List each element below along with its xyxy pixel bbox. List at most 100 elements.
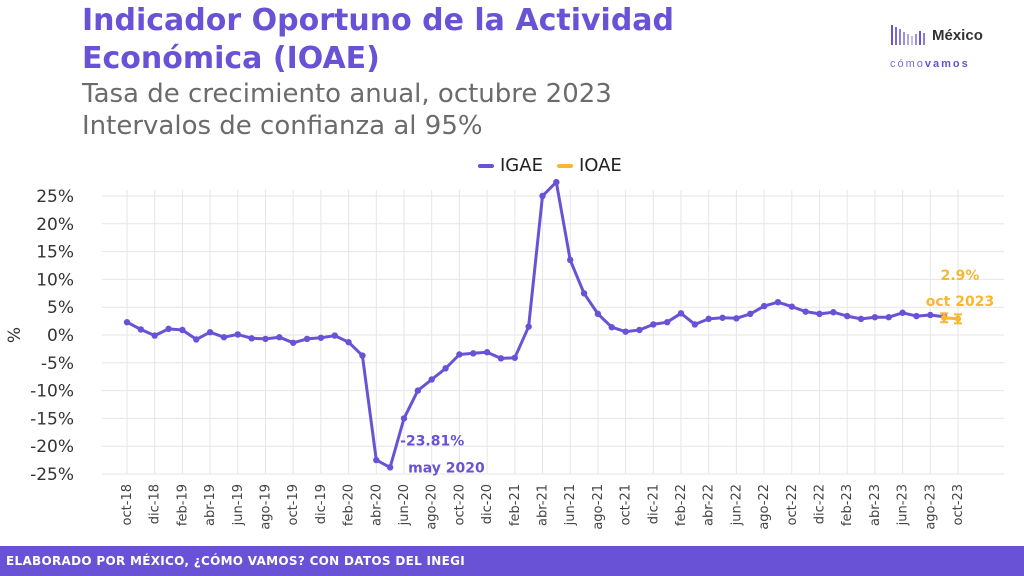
igae-point [511, 354, 518, 361]
x-tick-label: ago-19 [259, 484, 274, 530]
logo-word-mexico: México [932, 27, 983, 44]
igae-point [317, 334, 325, 341]
x-tick-label: oct-21 [619, 484, 634, 525]
x-tick-label: dic-20 [480, 484, 495, 524]
igae-point [359, 352, 366, 359]
mexico-como-vamos-logo: México cómovamos [890, 22, 1000, 82]
annotation-ioae-value: 2.9% [941, 268, 980, 284]
igae-point [248, 335, 255, 342]
legend-swatch-ioae [556, 163, 573, 168]
igae-point [290, 339, 297, 346]
igae-point [193, 336, 200, 343]
igae-point [608, 324, 615, 331]
igae-point [802, 308, 809, 315]
y-axis-label: % [5, 327, 25, 343]
igae-point [262, 335, 269, 343]
igae-point [830, 309, 837, 316]
x-tick-label: feb-19 [175, 484, 190, 526]
x-tick-label: dic-22 [813, 484, 828, 524]
line-chart: 25% 20% 15% 10% 5% 0% -5% -10% -15% -20% -25% oct-1… [5, 178, 1004, 530]
igae-point [386, 464, 394, 471]
igae-point [206, 329, 214, 336]
igae-point [525, 323, 532, 330]
x-tick-label: feb-20 [342, 484, 357, 526]
y-tick-label: -15% [30, 409, 74, 429]
x-tick-label: feb-23 [840, 484, 855, 526]
footer-bar: ELABORADO POR MÉXICO, ¿CÓMO VAMOS? CON D… [0, 546, 1024, 576]
igae-point [470, 350, 477, 357]
logo-word-como: cómo [890, 58, 925, 70]
x-tick-label: oct-19 [286, 484, 301, 525]
x-tick-label: dic-19 [314, 484, 329, 524]
igae-point [151, 332, 158, 339]
chart-subtitle: Tasa de crecimiento anual, octubre 2023 … [82, 78, 782, 142]
x-tick-label: abr-19 [203, 484, 218, 526]
igae-point [788, 303, 795, 310]
igae-point [442, 365, 449, 372]
x-tick-label: ago-20 [425, 484, 440, 530]
x-tick-label: jun-21 [563, 484, 578, 526]
y-tick-label: -10% [30, 382, 74, 402]
igae-point [580, 290, 588, 297]
x-tick-label: ago-22 [757, 484, 772, 530]
igae-point [816, 310, 823, 318]
igae-point [345, 339, 352, 346]
igae-point [331, 332, 338, 339]
igae-point [567, 256, 574, 264]
y-tick-label: 0% [47, 326, 74, 346]
x-tick-label: oct-18 [120, 484, 135, 525]
igae-point [747, 310, 754, 318]
igae-point [719, 314, 726, 321]
igae-point [636, 326, 643, 334]
x-tick-label: oct-20 [452, 484, 467, 525]
igae-point [594, 310, 602, 318]
igae-point [774, 298, 782, 306]
y-tick-label: 20% [36, 215, 74, 235]
x-tick-label: ago-21 [591, 484, 606, 530]
legend-item-igae: IGAE [478, 155, 543, 176]
x-tick-label: abr-23 [868, 484, 883, 526]
igae-point [871, 314, 879, 321]
igae-point [539, 192, 546, 200]
x-tick-label: jun-23 [896, 484, 911, 526]
x-tick-label: jun-22 [729, 484, 744, 526]
legend-swatch-igae [478, 163, 494, 168]
footer-credit: ELABORADO POR MÉXICO, ¿CÓMO VAMOS? CON D… [6, 554, 466, 568]
x-tick-label: dic-21 [646, 484, 661, 524]
igae-point [663, 319, 671, 326]
igae-point [691, 321, 699, 328]
y-tick-label: -5% [41, 354, 74, 374]
igae-point [733, 315, 740, 322]
igae-point [705, 315, 712, 323]
chart-title: Indicador Oportuno de la Actividad Econó… [82, 3, 675, 76]
x-tick-label: dic-18 [148, 484, 163, 524]
igae-point [234, 331, 241, 338]
legend-item-ioae: IOAE [556, 155, 622, 176]
y-tick-label: 25% [36, 187, 74, 207]
igae-point [220, 334, 228, 341]
igae-point [760, 302, 768, 310]
annotation-min-date: may 2020 [408, 460, 485, 476]
x-tick-label: feb-21 [508, 484, 523, 526]
igae-point [497, 355, 505, 362]
x-tick-label: feb-22 [674, 484, 689, 526]
igae-point [483, 349, 491, 356]
igae-point [137, 326, 145, 333]
annotation-min-value: -23.81% [400, 433, 464, 449]
igae-point [622, 328, 629, 335]
ioae-point [954, 315, 962, 323]
ioae-point [940, 314, 948, 321]
subtitle-line-1: Tasa de crecimiento anual, octubre 2023 [82, 79, 612, 109]
igae-point [400, 415, 408, 422]
igae-point [414, 387, 422, 394]
bars-logo-icon [891, 25, 925, 45]
x-tick-label: jun-20 [397, 484, 412, 526]
y-tick-label: 10% [36, 270, 74, 290]
igae-point [677, 310, 685, 317]
igae-point [456, 351, 463, 358]
igae-point [373, 456, 380, 464]
igae-point [428, 376, 435, 383]
igae-point [650, 321, 657, 328]
igae-point [927, 311, 934, 319]
x-tick-label: jun-19 [231, 484, 246, 526]
